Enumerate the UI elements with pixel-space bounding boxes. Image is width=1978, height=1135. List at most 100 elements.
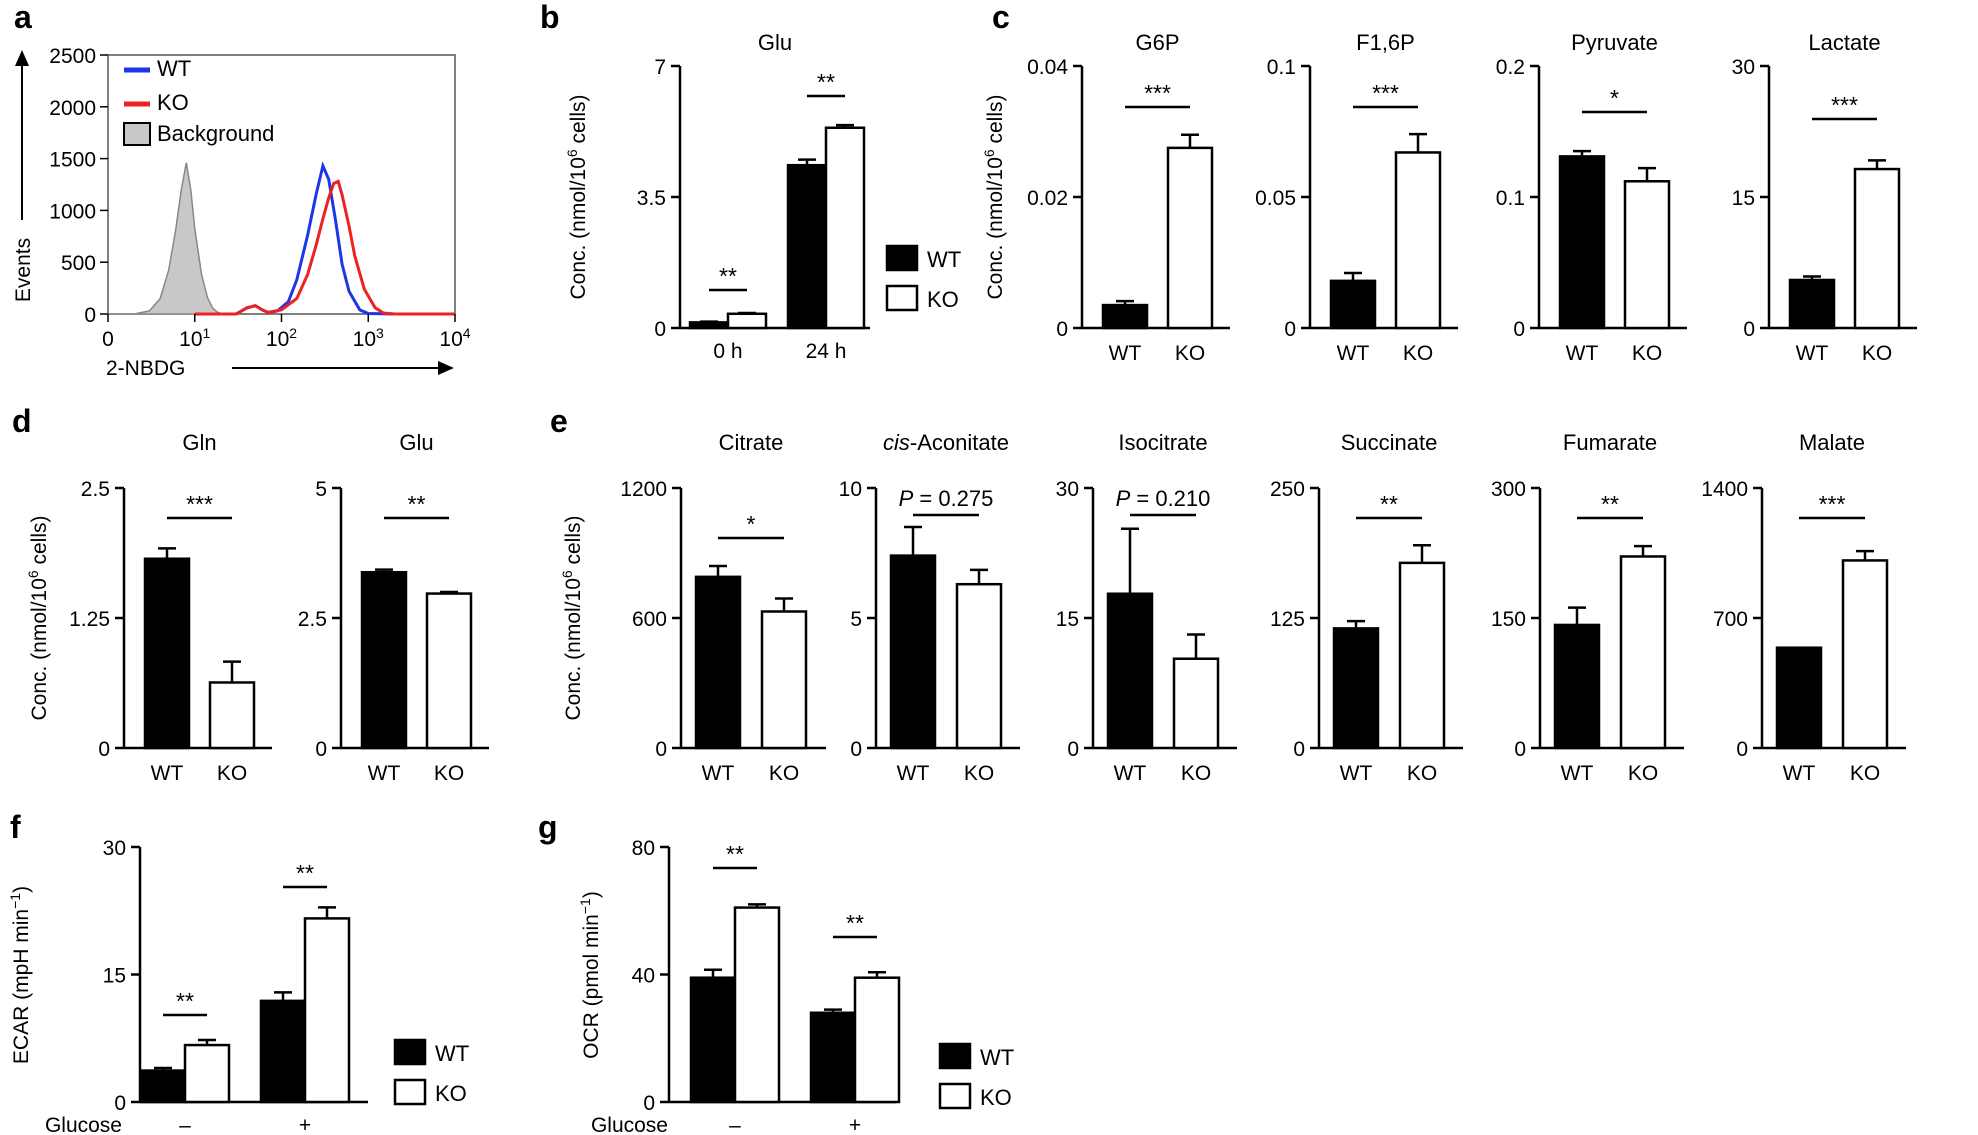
chart8-ytick-label: 1200 (620, 478, 667, 501)
chart13-bar-ko (1841, 559, 1889, 750)
chart2-ylabel-text-end: cells) (984, 94, 1007, 149)
chart1-ylabel-text-end: cells) (567, 94, 590, 149)
chart3-xtick-label: KO (1403, 342, 1433, 365)
chart2-bar-ko (1166, 146, 1214, 330)
chart9-p-italic: P (899, 486, 914, 511)
chart7-bar-ko (425, 592, 473, 750)
chart0-legend-label-ko: KO (157, 90, 189, 115)
chart0-xlabel-arrowhead (438, 361, 454, 375)
chart0-ytick-label: 1500 (49, 149, 96, 172)
chart6-ytick-label: 2.5 (81, 478, 110, 501)
chart2-title: G6P (1135, 30, 1179, 55)
chart6-significance: *** (186, 491, 213, 517)
chart0-xtick-exp: 4 (463, 325, 471, 341)
chart1-legend-swatch-wt (885, 244, 919, 272)
chart14-ylabel-text-end: ) (10, 886, 33, 893)
chart0-ytick-label: 0 (84, 304, 96, 327)
chart0-ytick-label: 1000 (49, 200, 96, 223)
panel-letter-c: c (992, 0, 1010, 35)
chart5-bar-wt (1788, 278, 1836, 330)
chart0-ytick-label: 2000 (49, 97, 96, 120)
chart10-ytick-label: 0 (1067, 738, 1079, 761)
chart10-ytick-label: 30 (1056, 478, 1079, 501)
chart14-legend-label-ko: KO (435, 1081, 467, 1106)
chart2-significance: *** (1144, 80, 1171, 106)
chart6-xtick-label: KO (217, 762, 247, 785)
chart11-xtick-label: KO (1407, 762, 1437, 785)
chart14-bar-ko (183, 1043, 231, 1104)
chart3-bar-wt (1329, 279, 1377, 330)
chart14-legend-swatch-ko (393, 1078, 427, 1106)
chart1-legend-swatch-ko (885, 284, 919, 312)
chart8-significance: * (747, 511, 756, 537)
chart15-significance: ** (726, 841, 744, 867)
chart4-xtick-label: WT (1566, 342, 1599, 365)
chart8-xtick-label: WT (702, 762, 735, 785)
chart12-xtick-label: WT (1561, 762, 1594, 785)
chart0-xlabel: 2-NBDG (106, 357, 185, 380)
chart1-ytick-label: 0 (654, 318, 666, 341)
chart9-xtick-label: WT (897, 762, 930, 785)
chart1-xtick-label: 0 h (713, 340, 742, 363)
chart8-ylabel-text-end: cells) (562, 515, 585, 570)
chart0-histogram-wt (194, 161, 455, 316)
chart6-xtick-label: WT (151, 762, 184, 785)
chart10-bar-ko (1172, 657, 1220, 750)
chart11-ytick-label: 125 (1270, 608, 1305, 631)
chart6-ytick-label: 1.25 (69, 608, 110, 631)
chart6-ylabel: Conc. (nmol/106 cells) (25, 515, 51, 720)
chart7-xtick-label: WT (368, 762, 401, 785)
chart15-bar-wt (689, 976, 737, 1104)
chart0-histogram-ko (194, 179, 455, 316)
chart0-ylabel-arrowhead (15, 50, 29, 66)
chart8-ylabel: Conc. (nmol/106 cells) (559, 515, 585, 720)
chart8-bar-wt (694, 575, 742, 750)
chart0-histogram-background (108, 162, 237, 315)
chart10-ytick-label: 15 (1056, 608, 1079, 631)
chart6-bar-wt (143, 557, 191, 750)
chart14-xtick-label: + (299, 1114, 311, 1135)
chart0-xtick-label: 104 (439, 325, 470, 351)
chart7-xtick-label: KO (434, 762, 464, 785)
chart15-bar-wt (809, 1011, 857, 1104)
chart10-title: Isocitrate (1118, 430, 1207, 455)
chart1-legend-label-ko: KO (927, 287, 959, 312)
chart12-xtick-label: KO (1628, 762, 1658, 785)
chart9-significance: P = 0.275 (899, 486, 994, 511)
chart7-bar-wt (360, 570, 408, 750)
chart9-title-italic: cis (883, 430, 910, 455)
chart13-title: Malate (1799, 430, 1865, 455)
chart14-ylabel-sup: −1 (7, 893, 23, 909)
chart6-ytick-label: 0 (98, 738, 110, 761)
chart13-xtick-label: WT (1783, 762, 1816, 785)
chart15-ylabel-text-end: ) (580, 891, 603, 898)
chart10-p-value: = 0.210 (1130, 486, 1210, 511)
chart10-significance: P = 0.210 (1116, 486, 1211, 511)
chart1-bar-ko (824, 126, 866, 330)
chart11-significance: ** (1380, 491, 1398, 517)
chart15-ytick-label: 80 (632, 837, 655, 860)
chart15-ylabel-sup: −1 (577, 898, 593, 914)
chart9-title-rest: -Aconitate (910, 430, 1009, 455)
chart3-ytick-label: 0 (1284, 318, 1296, 341)
chart9-p-value: = 0.275 (913, 486, 993, 511)
chart1-legend-label-wt: WT (927, 247, 961, 272)
chart14-significance: ** (296, 860, 314, 886)
chart9-ytick-label: 0 (850, 738, 862, 761)
chart5-bar-ko (1853, 167, 1901, 330)
chart9-title: cis-Aconitate (883, 430, 1009, 455)
chart0-legend-label-background: Background (157, 121, 274, 146)
chart15-xlabel: Glucose (591, 1114, 668, 1135)
chart11-ytick-label: 0 (1293, 738, 1305, 761)
chart14-bar-wt (139, 1069, 187, 1104)
chart10-bar-wt (1106, 592, 1154, 750)
chart6-ylabel-text-end: cells) (28, 515, 51, 570)
chart3-ytick-label: 0.05 (1255, 187, 1296, 210)
chart10-xtick-label: KO (1181, 762, 1211, 785)
chart1-title: Glu (758, 30, 792, 55)
chart10-xtick-label: WT (1114, 762, 1147, 785)
chart4-xtick-label: KO (1632, 342, 1662, 365)
chart15-legend-swatch-wt (938, 1042, 972, 1070)
chart1-ytick-label: 7 (654, 56, 666, 79)
